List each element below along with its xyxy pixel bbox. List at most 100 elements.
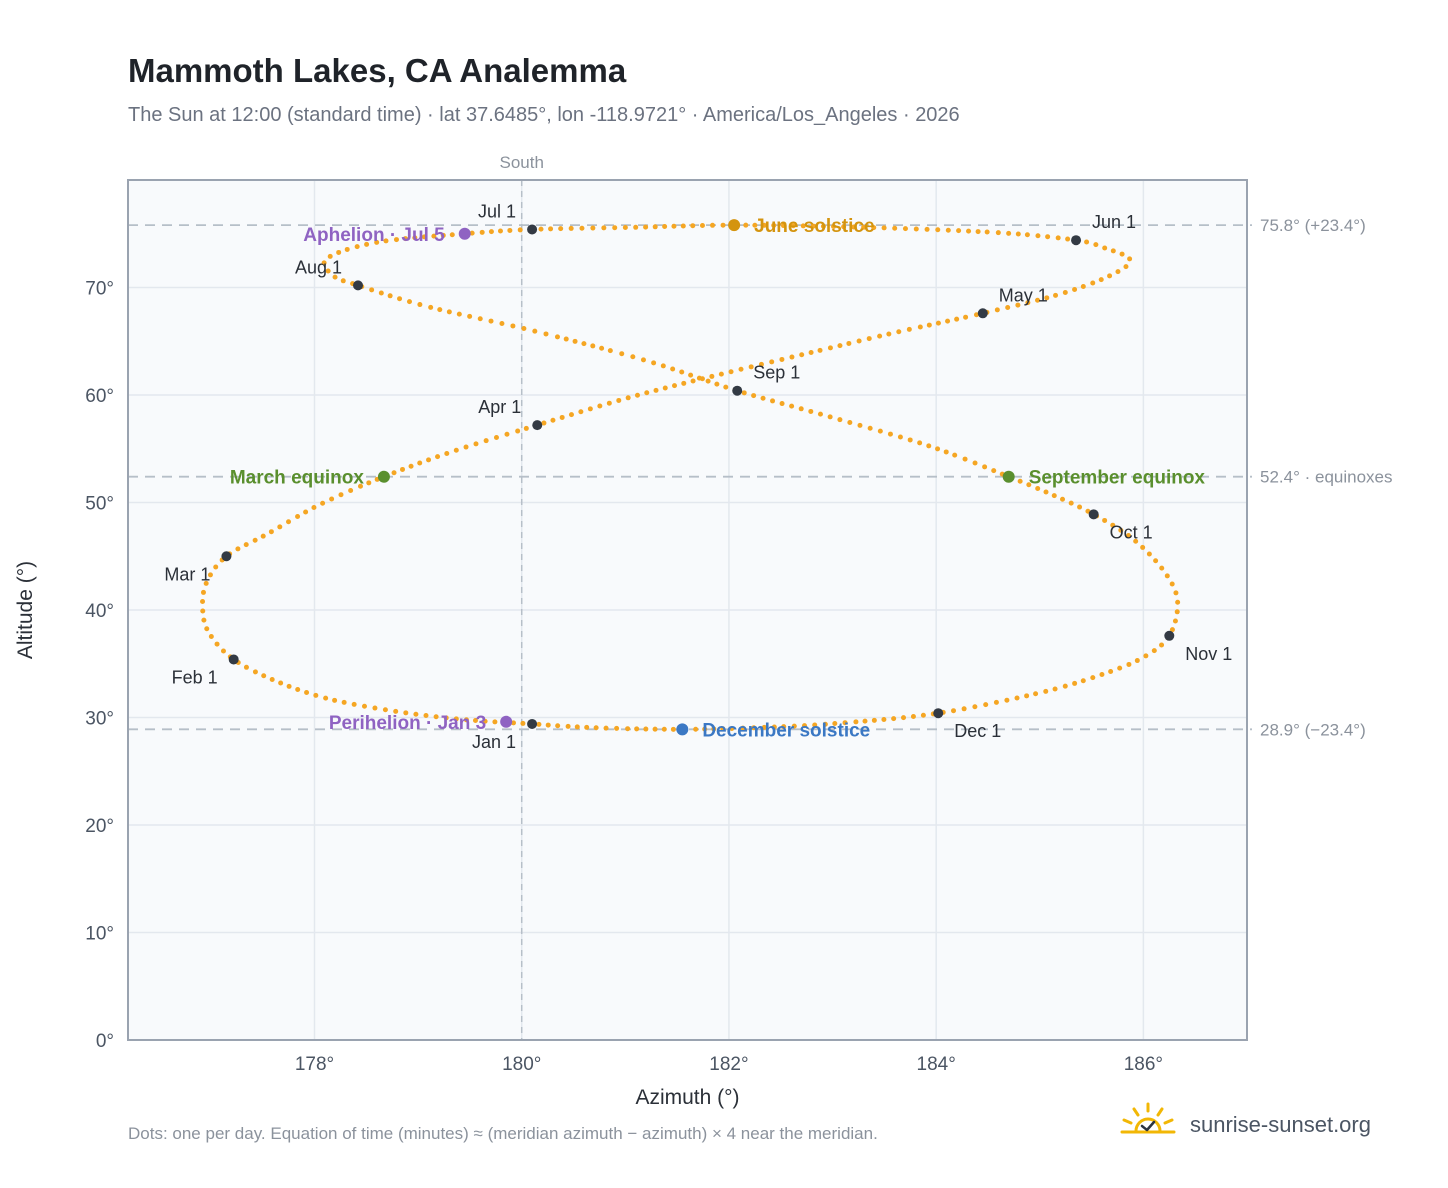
- day-dot: [994, 307, 1000, 313]
- day-dot: [517, 227, 523, 233]
- day-dot: [1062, 683, 1068, 689]
- day-dot: [710, 222, 716, 228]
- day-dot: [499, 320, 505, 326]
- day-dot: [1035, 233, 1041, 239]
- day-dot: [364, 241, 370, 247]
- day-dot: [426, 457, 432, 463]
- x-tick-label: 184°: [917, 1054, 956, 1075]
- day-dot: [558, 226, 564, 232]
- day-dot: [332, 697, 338, 703]
- day-dot: [887, 431, 893, 437]
- day-dot: [924, 226, 930, 232]
- day-dot: [336, 249, 342, 255]
- y-tick-label: 60°: [85, 386, 114, 407]
- day-dot: [1110, 522, 1116, 528]
- day-dot: [311, 505, 317, 511]
- day-dot: [705, 378, 711, 384]
- day-dot: [802, 723, 808, 729]
- day-dot: [616, 397, 622, 403]
- day-dot: [1084, 239, 1090, 245]
- y-tick-label: 20°: [85, 816, 114, 837]
- day-dot: [973, 312, 979, 318]
- day-dot: [651, 360, 657, 366]
- day-dot: [235, 546, 241, 552]
- day-dot: [366, 480, 372, 486]
- day-dot: [867, 425, 873, 431]
- month-marker: [977, 308, 988, 319]
- brand-link[interactable]: sunrise-sunset.org: [1120, 1100, 1420, 1148]
- month-label: Oct 1: [1110, 522, 1153, 542]
- day-dot: [252, 537, 258, 543]
- day-dot: [652, 726, 658, 732]
- day-dot: [1119, 251, 1125, 257]
- day-dot: [387, 293, 393, 299]
- day-dot: [1108, 668, 1114, 674]
- day-dot: [323, 695, 329, 701]
- day-dot: [1133, 538, 1139, 544]
- day-dot: [201, 617, 207, 623]
- day-dot: [614, 725, 620, 731]
- day-dot: [741, 390, 747, 396]
- event-marker: [676, 723, 689, 736]
- day-dot: [344, 246, 350, 252]
- day-dot: [1006, 230, 1012, 236]
- day-dot: [983, 702, 989, 708]
- day-dot: [453, 716, 459, 722]
- day-dot: [1014, 695, 1020, 701]
- y-tick-label: 40°: [85, 601, 114, 622]
- day-dot: [846, 340, 852, 346]
- day-dot: [1035, 297, 1041, 303]
- day-dot: [383, 238, 389, 244]
- day-dot: [688, 372, 694, 378]
- y-tick-label: 70°: [85, 279, 114, 300]
- day-dot: [699, 222, 705, 228]
- day-dot: [463, 444, 469, 450]
- day-dot: [901, 715, 907, 721]
- day-dot: [652, 224, 658, 230]
- day-dot: [1174, 609, 1180, 615]
- day-dot: [913, 226, 919, 232]
- day-dot: [640, 357, 646, 363]
- day-dot: [572, 338, 578, 344]
- day-dot: [619, 351, 625, 357]
- event-label: December solstice: [702, 720, 870, 741]
- day-dot: [555, 723, 561, 729]
- day-dot: [892, 225, 898, 231]
- day-dot: [568, 412, 574, 418]
- day-dot: [1043, 489, 1049, 495]
- day-dot: [612, 225, 618, 231]
- day-dot: [961, 706, 967, 712]
- day-dot: [847, 420, 853, 426]
- day-dot: [625, 395, 631, 401]
- x-tick-label: 178°: [295, 1054, 334, 1075]
- x-tick-label: 186°: [1124, 1054, 1163, 1075]
- day-dot: [467, 313, 473, 319]
- month-label: Mar 1: [164, 564, 210, 584]
- day-dot: [1115, 269, 1121, 275]
- day-dot: [1015, 231, 1021, 237]
- day-dot: [634, 726, 640, 732]
- day-dot: [1110, 248, 1116, 254]
- day-dot: [966, 228, 972, 234]
- reference-line-label: 75.8° (+23.4°): [1260, 216, 1366, 235]
- day-dot: [492, 719, 498, 725]
- day-dot: [548, 226, 554, 232]
- day-dot: [696, 375, 702, 381]
- day-dot: [891, 716, 897, 722]
- day-dot: [780, 223, 786, 229]
- footnote: Dots: one per day. Equation of time (min…: [128, 1124, 878, 1143]
- day-dot: [1065, 236, 1071, 242]
- day-dot: [488, 229, 494, 235]
- month-label: Nov 1: [1185, 644, 1232, 664]
- day-dot: [906, 326, 912, 332]
- day-dot: [1080, 678, 1086, 684]
- day-dot: [203, 580, 209, 586]
- day-dot: [473, 441, 479, 447]
- day-dot: [538, 226, 544, 232]
- day-dot: [507, 227, 513, 233]
- day-dot: [975, 229, 981, 235]
- day-dot: [729, 725, 735, 731]
- day-dot: [952, 452, 958, 458]
- day-dot: [536, 721, 542, 727]
- day-dot: [842, 720, 848, 726]
